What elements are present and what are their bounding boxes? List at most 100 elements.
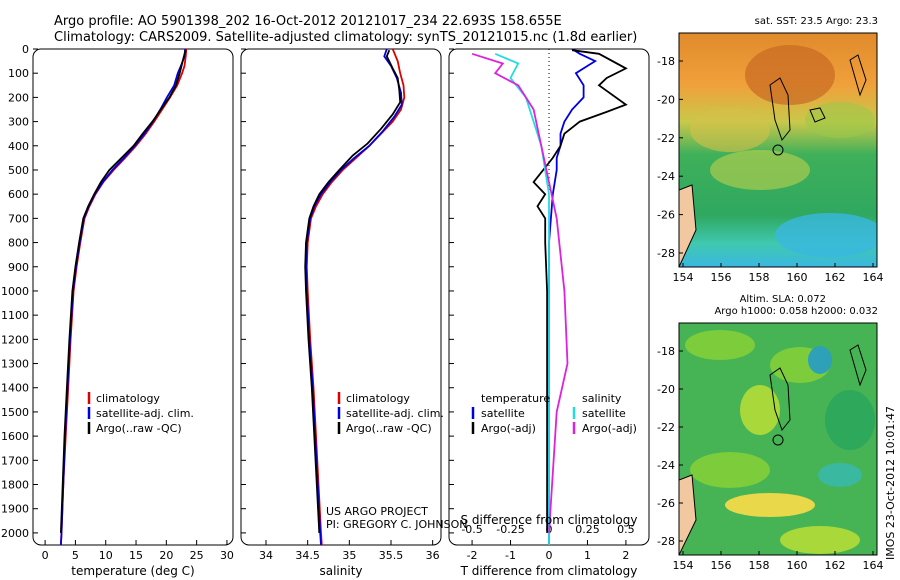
s-tick-label: 0.25: [575, 523, 600, 536]
series-line-salinity_satellite: [494, 52, 550, 545]
x-tick-label: -2: [467, 549, 478, 562]
x-tick-label: 10: [99, 549, 113, 562]
depth-tick-label: 1700: [1, 454, 29, 467]
series-line-salinity_argo: [471, 52, 569, 533]
sla-map-title: Altim. SLA: 0.072: [740, 294, 826, 305]
depth-tick-label: 1200: [1, 333, 29, 346]
depth-tick-label: 400: [8, 140, 29, 153]
legend-satellite-label: satellite-adj. clim.: [346, 407, 444, 420]
map-lat-label: -28: [657, 535, 675, 548]
depth-tick-label: 1100: [1, 309, 29, 322]
map-lat-label: -24: [657, 170, 675, 183]
sst-map-frame: [678, 32, 878, 268]
depth-tick-label: 100: [8, 67, 29, 80]
map-lat-label: -20: [657, 383, 675, 396]
map-lon-label: 160: [787, 559, 808, 572]
temperature-panel: [32, 48, 234, 546]
depth-tick-label: 1500: [1, 406, 29, 419]
x-tick-label: 25: [190, 549, 204, 562]
series-line-argo: [304, 49, 402, 533]
depth-tick-label: 1900: [1, 503, 29, 516]
depth-tick-label: 1000: [1, 285, 29, 298]
map-lon-label: 156: [711, 559, 732, 572]
legend-satellite-label: satellite-adj. clim.: [96, 407, 194, 420]
sla-map: [679, 323, 877, 555]
map-lat-label: -28: [657, 247, 675, 260]
depth-tick-label: 500: [8, 164, 29, 177]
x-tick-label: 30: [220, 549, 234, 562]
series-line-argo: [60, 49, 187, 533]
x-tick-label: 34.5: [295, 549, 320, 562]
sla-map-frame: [678, 322, 878, 556]
x-tick-label: -1: [505, 549, 516, 562]
legend-argo-label: Argo(..raw -QC): [96, 422, 182, 435]
pi-credit: PI: GREGORY C. JOHNSON: [326, 518, 467, 531]
map-lat-label: -26: [657, 497, 675, 510]
map-lon-label: 154: [673, 559, 694, 572]
map-lon-label: 162: [825, 559, 846, 572]
map-lon-label: 158: [749, 559, 770, 572]
map-lat-label: -18: [657, 345, 675, 358]
temperature-legend: climatology satellite-adj. clim. Argo(..…: [87, 392, 194, 435]
salinity-panel: [240, 48, 442, 546]
map-lon-label: 156: [711, 271, 732, 284]
depth-tick-label: 2000: [1, 527, 29, 540]
map-lat-label: -22: [657, 132, 675, 145]
legend-s-argo-label: Argo(-adj): [582, 422, 637, 435]
x-tick-label: 34: [259, 549, 273, 562]
s-tick-label: -0.25: [496, 523, 524, 536]
depth-tick-label: 0: [22, 43, 29, 56]
map-lon-label: 158: [749, 271, 770, 284]
depth-tick-label: 900: [8, 261, 29, 274]
sla-map-subtitle: Argo h1000: 0.058 h2000: 0.032: [714, 306, 878, 317]
map-lat-label: -26: [657, 209, 675, 222]
x-tick-label: 5: [72, 549, 79, 562]
legend-s-satellite-label: satellite: [582, 407, 626, 420]
series-line-argo: [532, 49, 628, 533]
legend-climatology-label: climatology: [96, 392, 160, 405]
map-lon-label: 162: [825, 271, 846, 284]
map-lat-label: -22: [657, 421, 675, 434]
watermark: IMOS 23-Oct-2012 10:01:47: [884, 405, 897, 560]
sst-map-title: sat. SST: 23.5 Argo: 23.3: [755, 16, 878, 27]
depth-tick-label: 700: [8, 212, 29, 225]
x-tick-label: 36: [426, 549, 440, 562]
legend-temperature-title: temperature: [481, 392, 550, 405]
t-difference-xlabel: T difference from climatology: [460, 564, 638, 578]
depth-tick-label: 1300: [1, 358, 29, 371]
map-lon-label: 160: [787, 271, 808, 284]
map-lon-label: 154: [673, 271, 694, 284]
depth-tick-label: 1600: [1, 430, 29, 443]
depth-tick-label: 300: [8, 116, 29, 129]
chart-title-line2: Climatology: CARS2009. Satellite-adjuste…: [54, 30, 638, 45]
legend-argo-label: Argo(..raw -QC): [346, 422, 432, 435]
salinity-xlabel: salinity: [319, 564, 362, 578]
legend-t-argo-label: Argo(-adj): [481, 422, 536, 435]
map-lat-label: -18: [657, 55, 675, 68]
x-tick-label: 35.5: [379, 549, 404, 562]
x-tick-label: 0: [42, 549, 49, 562]
depth-tick-label: 600: [8, 188, 29, 201]
map-lon-label: 164: [863, 271, 884, 284]
map-lon-label: 164: [863, 559, 884, 572]
salinity-legend: climatology satellite-adj. clim. Argo(..…: [337, 392, 444, 435]
s-tick-label: 0.5: [617, 523, 635, 536]
map-lat-label: -20: [657, 93, 675, 106]
s-tick-label: -0.5: [461, 523, 482, 536]
map-lat-label: -24: [657, 459, 675, 472]
legend-salinity-title: salinity: [582, 392, 622, 405]
chart-title-line1: Argo profile: AO 5901398_202 16-Oct-2012…: [54, 14, 562, 29]
depth-tick-label: 200: [8, 91, 29, 104]
x-tick-label: 20: [159, 549, 173, 562]
depth-tick-label: 1800: [1, 479, 29, 492]
temperature-xlabel: temperature (deg C): [71, 564, 194, 578]
sst-map: [679, 33, 877, 267]
depth-tick-label: 1400: [1, 382, 29, 395]
s-difference-xlabel: S difference from climatology: [461, 513, 638, 527]
x-tick-label: 1: [584, 549, 591, 562]
legend-climatology-label: climatology: [346, 392, 410, 405]
x-tick-label: 2: [622, 549, 629, 562]
legend-t-satellite-label: satellite: [481, 407, 525, 420]
x-tick-label: 0: [546, 549, 553, 562]
